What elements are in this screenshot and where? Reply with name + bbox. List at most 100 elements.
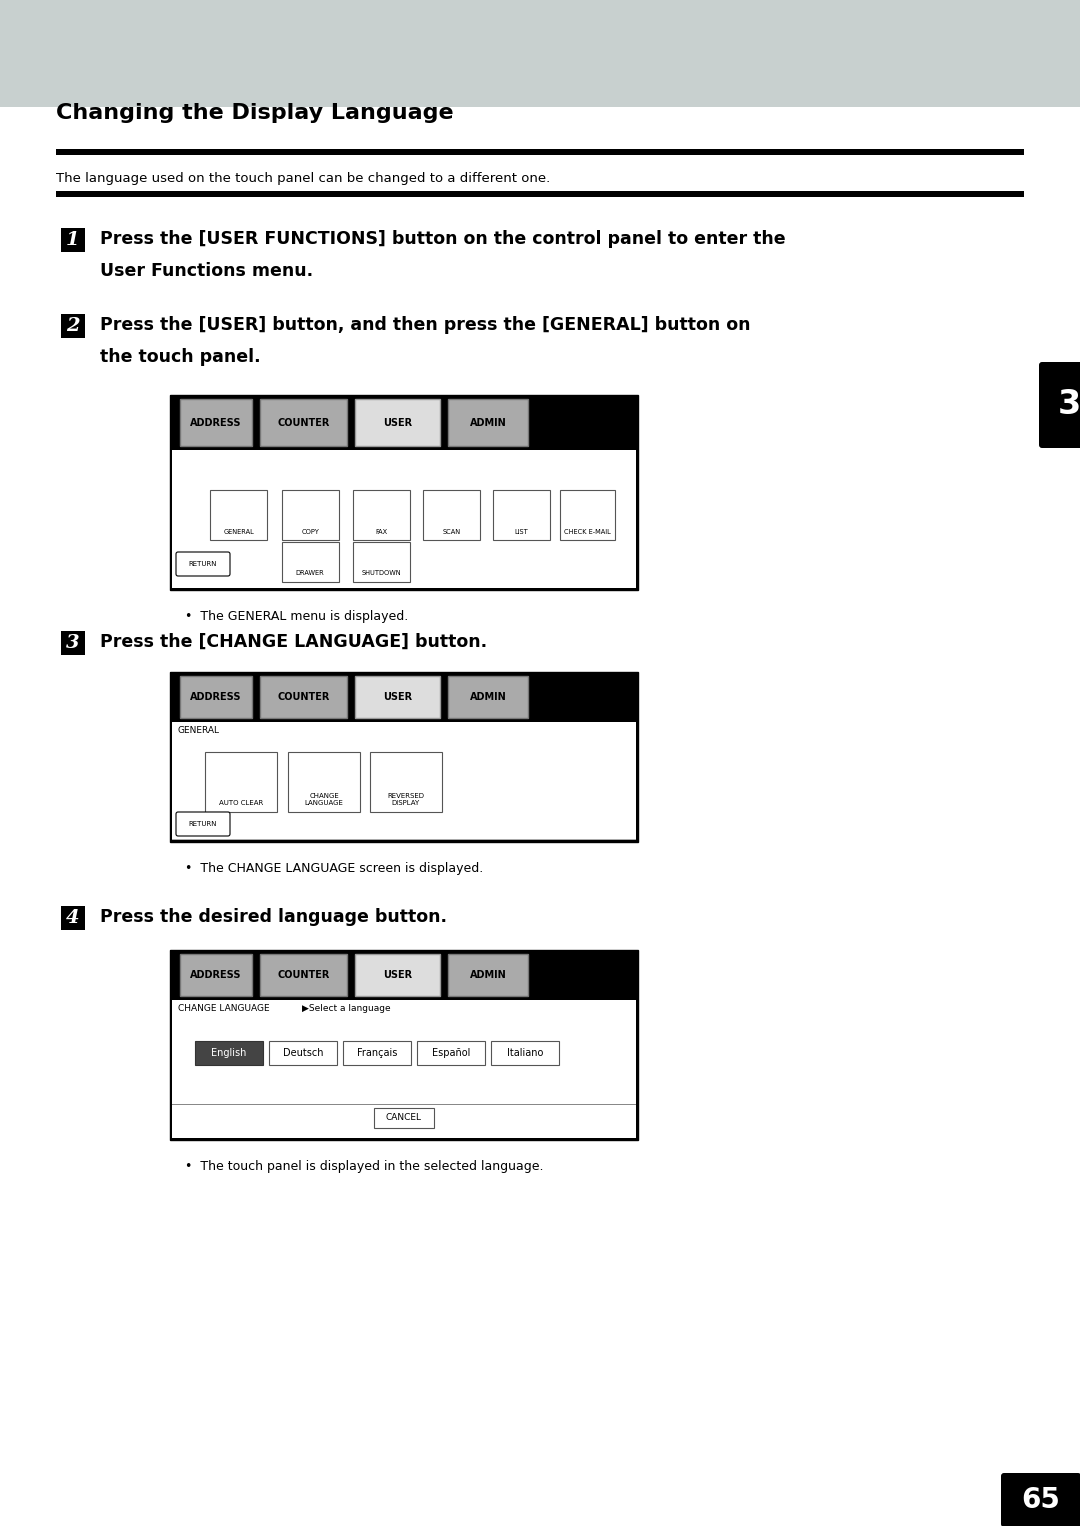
Text: REVERSED
DISPLAY: REVERSED DISPLAY — [388, 794, 424, 806]
Bar — [60, 314, 85, 337]
Text: LIST: LIST — [515, 530, 528, 536]
Bar — [60, 227, 85, 252]
Bar — [60, 630, 85, 655]
Text: COPY: COPY — [301, 530, 320, 536]
Text: AUTO CLEAR: AUTO CLEAR — [219, 800, 264, 806]
Text: ADDRESS: ADDRESS — [190, 971, 242, 980]
Bar — [205, 752, 276, 812]
Text: •  The CHANGE LANGUAGE screen is displayed.: • The CHANGE LANGUAGE screen is displaye… — [185, 862, 483, 874]
Bar — [0, 0, 1080, 107]
Bar — [172, 722, 636, 839]
Text: GENERAL: GENERAL — [224, 530, 254, 536]
Bar — [170, 951, 638, 1140]
Bar — [448, 398, 528, 446]
Text: ▶Select a language: ▶Select a language — [302, 1004, 391, 1013]
Bar — [288, 752, 360, 812]
Text: RETURN: RETURN — [189, 821, 217, 827]
Text: FAX: FAX — [376, 530, 388, 536]
Text: GENERAL: GENERAL — [178, 726, 220, 736]
Bar — [170, 671, 638, 722]
Bar — [56, 150, 1024, 156]
Text: Changing the Display Language: Changing the Display Language — [56, 102, 454, 124]
Text: the touch panel.: the touch panel. — [100, 348, 260, 366]
Bar — [423, 490, 480, 540]
Text: Français: Français — [356, 1048, 397, 1058]
Text: ADDRESS: ADDRESS — [190, 418, 242, 427]
Bar — [353, 490, 410, 540]
Text: ADMIN: ADMIN — [470, 971, 507, 980]
Bar — [355, 398, 440, 446]
Text: COUNTER: COUNTER — [278, 418, 329, 427]
Text: Press the [USER FUNCTIONS] button on the control panel to enter the: Press the [USER FUNCTIONS] button on the… — [100, 230, 785, 249]
Text: COUNTER: COUNTER — [278, 971, 329, 980]
Text: ADMIN: ADMIN — [470, 418, 507, 427]
Text: CHANGE LANGUAGE: CHANGE LANGUAGE — [178, 1004, 270, 1013]
FancyBboxPatch shape — [1039, 362, 1080, 449]
Bar — [170, 395, 638, 591]
Text: •  The GENERAL menu is displayed.: • The GENERAL menu is displayed. — [185, 610, 408, 623]
Bar — [561, 490, 615, 540]
FancyBboxPatch shape — [176, 812, 230, 836]
Bar — [282, 542, 339, 581]
Text: Press the desired language button.: Press the desired language button. — [100, 908, 447, 926]
Bar — [343, 1041, 411, 1065]
Text: The language used on the touch panel can be changed to a different one.: The language used on the touch panel can… — [56, 172, 550, 185]
Text: USER: USER — [383, 418, 413, 427]
Bar — [170, 395, 638, 450]
FancyBboxPatch shape — [1001, 1473, 1080, 1526]
Text: CHECK E-MAIL: CHECK E-MAIL — [564, 530, 611, 536]
Text: 3: 3 — [1058, 389, 1080, 421]
Text: SCAN: SCAN — [443, 530, 460, 536]
Text: •  The touch panel is displayed in the selected language.: • The touch panel is displayed in the se… — [185, 1160, 543, 1173]
Text: Español: Español — [432, 1048, 470, 1058]
Text: Press the [USER] button, and then press the [GENERAL] button on: Press the [USER] button, and then press … — [100, 316, 751, 334]
Bar — [172, 1000, 636, 1138]
Text: User Functions menu.: User Functions menu. — [100, 262, 313, 279]
Bar — [374, 1108, 434, 1128]
Bar — [260, 676, 347, 719]
FancyBboxPatch shape — [176, 552, 230, 575]
Bar — [170, 671, 638, 842]
Bar — [260, 954, 347, 996]
Bar — [180, 676, 252, 719]
Text: 4: 4 — [66, 909, 80, 926]
Bar — [492, 490, 550, 540]
Text: ADDRESS: ADDRESS — [190, 691, 242, 702]
Text: USER: USER — [383, 971, 413, 980]
Bar — [448, 676, 528, 719]
Text: 65: 65 — [1022, 1486, 1061, 1514]
Text: SHUTDOWN: SHUTDOWN — [361, 571, 401, 575]
Bar — [170, 951, 638, 1000]
Bar — [56, 191, 1024, 197]
Text: English: English — [212, 1048, 246, 1058]
Bar — [195, 1041, 264, 1065]
Bar — [355, 676, 440, 719]
Bar — [353, 542, 410, 581]
Bar — [180, 398, 252, 446]
Text: Deutsch: Deutsch — [283, 1048, 323, 1058]
Bar — [417, 1041, 485, 1065]
Text: USER: USER — [383, 691, 413, 702]
Text: DRAWER: DRAWER — [296, 571, 324, 575]
Bar — [269, 1041, 337, 1065]
Text: RETURN: RETURN — [189, 562, 217, 568]
Text: ADMIN: ADMIN — [470, 691, 507, 702]
Text: CHANGE
LANGUAGE: CHANGE LANGUAGE — [305, 794, 343, 806]
Text: 1: 1 — [66, 230, 80, 249]
Bar — [210, 490, 267, 540]
Bar — [172, 450, 636, 588]
Bar — [355, 954, 440, 996]
Bar — [60, 906, 85, 929]
Bar — [180, 954, 252, 996]
Text: 3: 3 — [66, 633, 80, 652]
Bar — [448, 954, 528, 996]
Bar — [260, 398, 347, 446]
Text: CANCEL: CANCEL — [386, 1114, 422, 1123]
Text: COUNTER: COUNTER — [278, 691, 329, 702]
Bar — [370, 752, 442, 812]
Bar — [491, 1041, 559, 1065]
Text: 2: 2 — [66, 317, 80, 336]
Text: Press the [CHANGE LANGUAGE] button.: Press the [CHANGE LANGUAGE] button. — [100, 633, 487, 652]
Bar — [282, 490, 339, 540]
Text: Italiano: Italiano — [507, 1048, 543, 1058]
